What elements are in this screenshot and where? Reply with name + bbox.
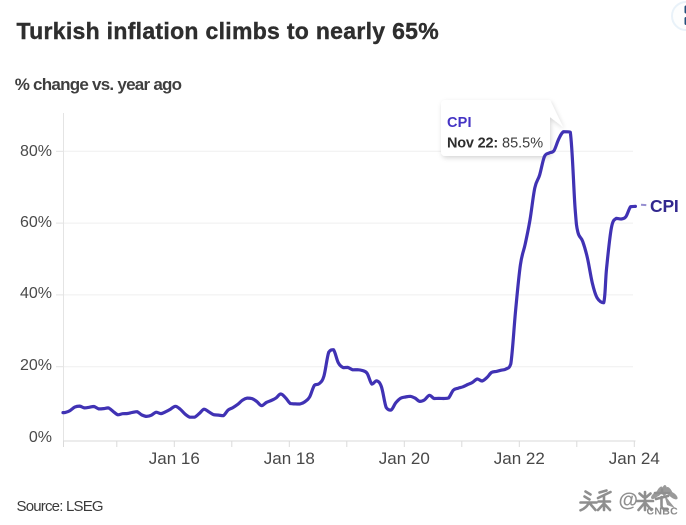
- svg-text:CPI: CPI: [447, 115, 472, 131]
- svg-text:Nov 22: 85.5%: Nov 22: 85.5%: [447, 136, 543, 152]
- svg-text:@: @: [619, 490, 639, 512]
- svg-text:CNBC: CNBC: [647, 506, 679, 518]
